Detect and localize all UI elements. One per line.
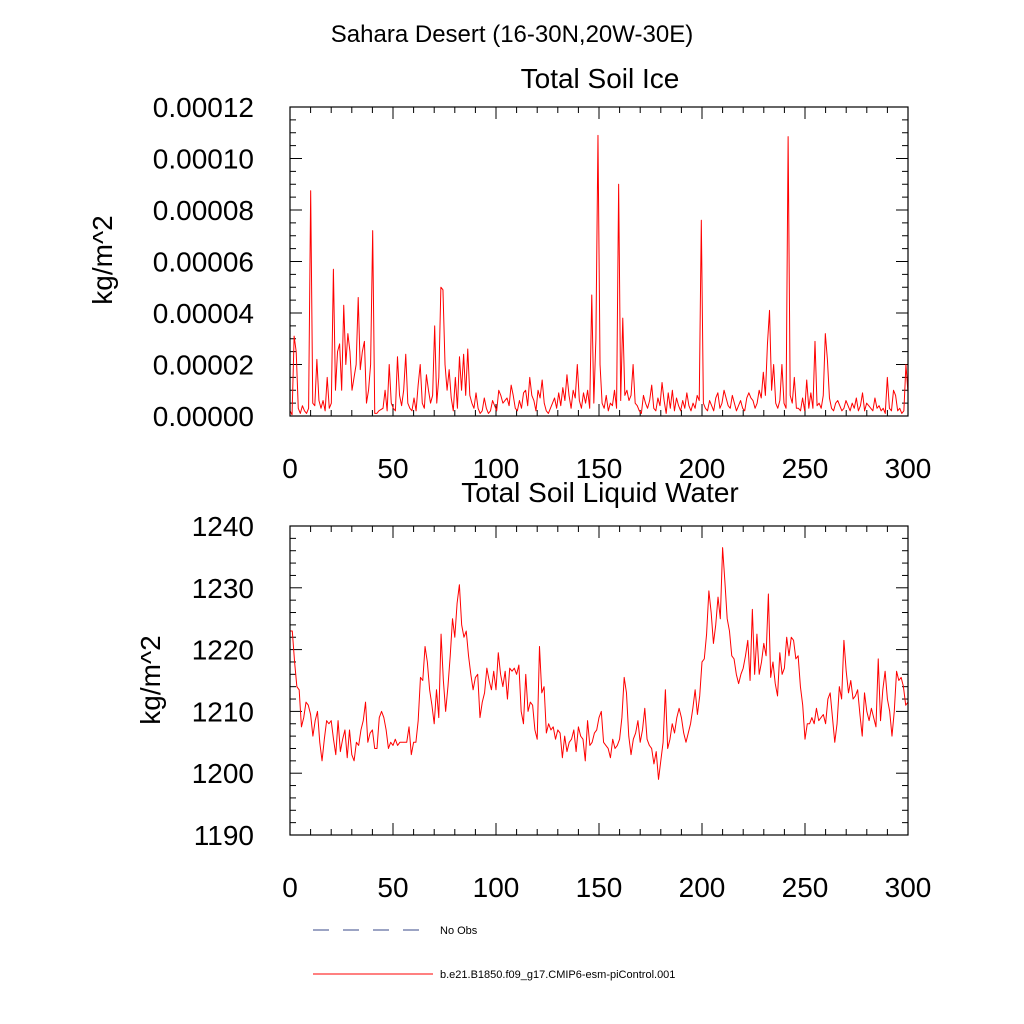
soil-liquid-water-ytick-label: 1220 bbox=[192, 635, 254, 666]
legend-item-model: b.e21.B1850.f09_g17.CMIP6-esm-piControl.… bbox=[313, 969, 675, 981]
soil-liquid-water-ytick-label: 1240 bbox=[192, 511, 254, 542]
soil-ice-frame bbox=[289, 106, 909, 417]
soil-liquid-water-ytick-label: 1200 bbox=[192, 758, 254, 789]
soil-liquid-water-ylabel: kg/m^2 bbox=[135, 635, 166, 724]
soil-ice-title: Total Soil Ice bbox=[521, 63, 680, 94]
soil-ice-panel: Total Soil Ice kg/m^2 0 50 100 150 200 250 300… bbox=[87, 63, 931, 484]
soil-ice-minor-ticks bbox=[290, 107, 908, 416]
soil-ice-ytick-label: 0.00010 bbox=[153, 144, 254, 175]
soil-liquid-water-xtick-label: 300 bbox=[885, 872, 932, 903]
soil-liquid-water-series-line bbox=[290, 547, 909, 780]
soil-liquid-water-tick-labels: 0 50 100 150 200 250 300 1190 1200 1210 1220 1230 12… bbox=[192, 511, 932, 903]
soil-ice-ytick-label: 0.00012 bbox=[153, 92, 254, 123]
soil-ice-ytick-label: 0.00002 bbox=[153, 350, 254, 381]
soil-ice-xtick-label: 250 bbox=[782, 453, 829, 484]
soil-ice-ytick-label: 0.00000 bbox=[153, 401, 254, 432]
soil-ice-ytick-label: 0.00008 bbox=[153, 195, 254, 226]
soil-liquid-water-frame bbox=[289, 525, 909, 836]
soil-ice-ytick-label: 0.00006 bbox=[153, 247, 254, 278]
soil-liquid-water-ytick-label: 1210 bbox=[192, 696, 254, 727]
soil-liquid-water-title: Total Soil Liquid Water bbox=[461, 477, 739, 508]
soil-ice-plot-area bbox=[289, 134, 909, 416]
soil-liquid-water-minor-ticks bbox=[290, 526, 908, 835]
soil-ice-xtick-label: 100 bbox=[473, 453, 520, 484]
soil-ice-xtick-label: 300 bbox=[885, 453, 932, 484]
figure-title: Sahara Desert (16-30N,20W-30E) bbox=[331, 21, 693, 48]
legend-model-label: b.e21.B1850.f09_g17.CMIP6-esm-piControl.… bbox=[440, 969, 675, 981]
soil-liquid-water-xtick-label: 200 bbox=[679, 872, 726, 903]
legend-item-no-obs: No Obs bbox=[313, 925, 478, 937]
soil-ice-ylabel: kg/m^2 bbox=[87, 215, 118, 304]
soil-ice-xtick-label: 150 bbox=[576, 453, 623, 484]
soil-ice-ytick-label: 0.00004 bbox=[153, 298, 254, 329]
legend-no-obs-label: No Obs bbox=[440, 925, 478, 937]
soil-liquid-water-xtick-label: 50 bbox=[377, 872, 408, 903]
soil-liquid-water-major-ticks bbox=[289, 525, 909, 836]
soil-liquid-water-xtick-label: 0 bbox=[282, 872, 298, 903]
soil-ice-xtick-label: 0 bbox=[282, 453, 298, 484]
soil-liquid-water-panel: Total Soil Liquid Water kg/m^2 0 50 100 150… bbox=[135, 477, 931, 903]
soil-ice-series-line bbox=[289, 134, 909, 416]
soil-liquid-water-xtick-label: 150 bbox=[576, 872, 623, 903]
soil-liquid-water-xtick-label: 100 bbox=[473, 872, 520, 903]
soil-liquid-water-ytick-label: 1190 bbox=[194, 820, 254, 851]
soil-ice-xtick-label: 50 bbox=[377, 453, 408, 484]
soil-liquid-water-xtick-label: 250 bbox=[782, 872, 829, 903]
soil-liquid-water-ytick-label: 1230 bbox=[192, 573, 254, 604]
legend: No Obs b.e21.B1850.f09_g17.CMIP6-esm-piC… bbox=[313, 925, 675, 981]
soil-liquid-water-plot-area bbox=[290, 547, 909, 780]
soil-ice-xtick-label: 200 bbox=[679, 453, 726, 484]
soil-ice-tick-labels: 0 50 100 150 200 250 300 0.00000 0.00002 0.00004 0… bbox=[153, 92, 932, 484]
